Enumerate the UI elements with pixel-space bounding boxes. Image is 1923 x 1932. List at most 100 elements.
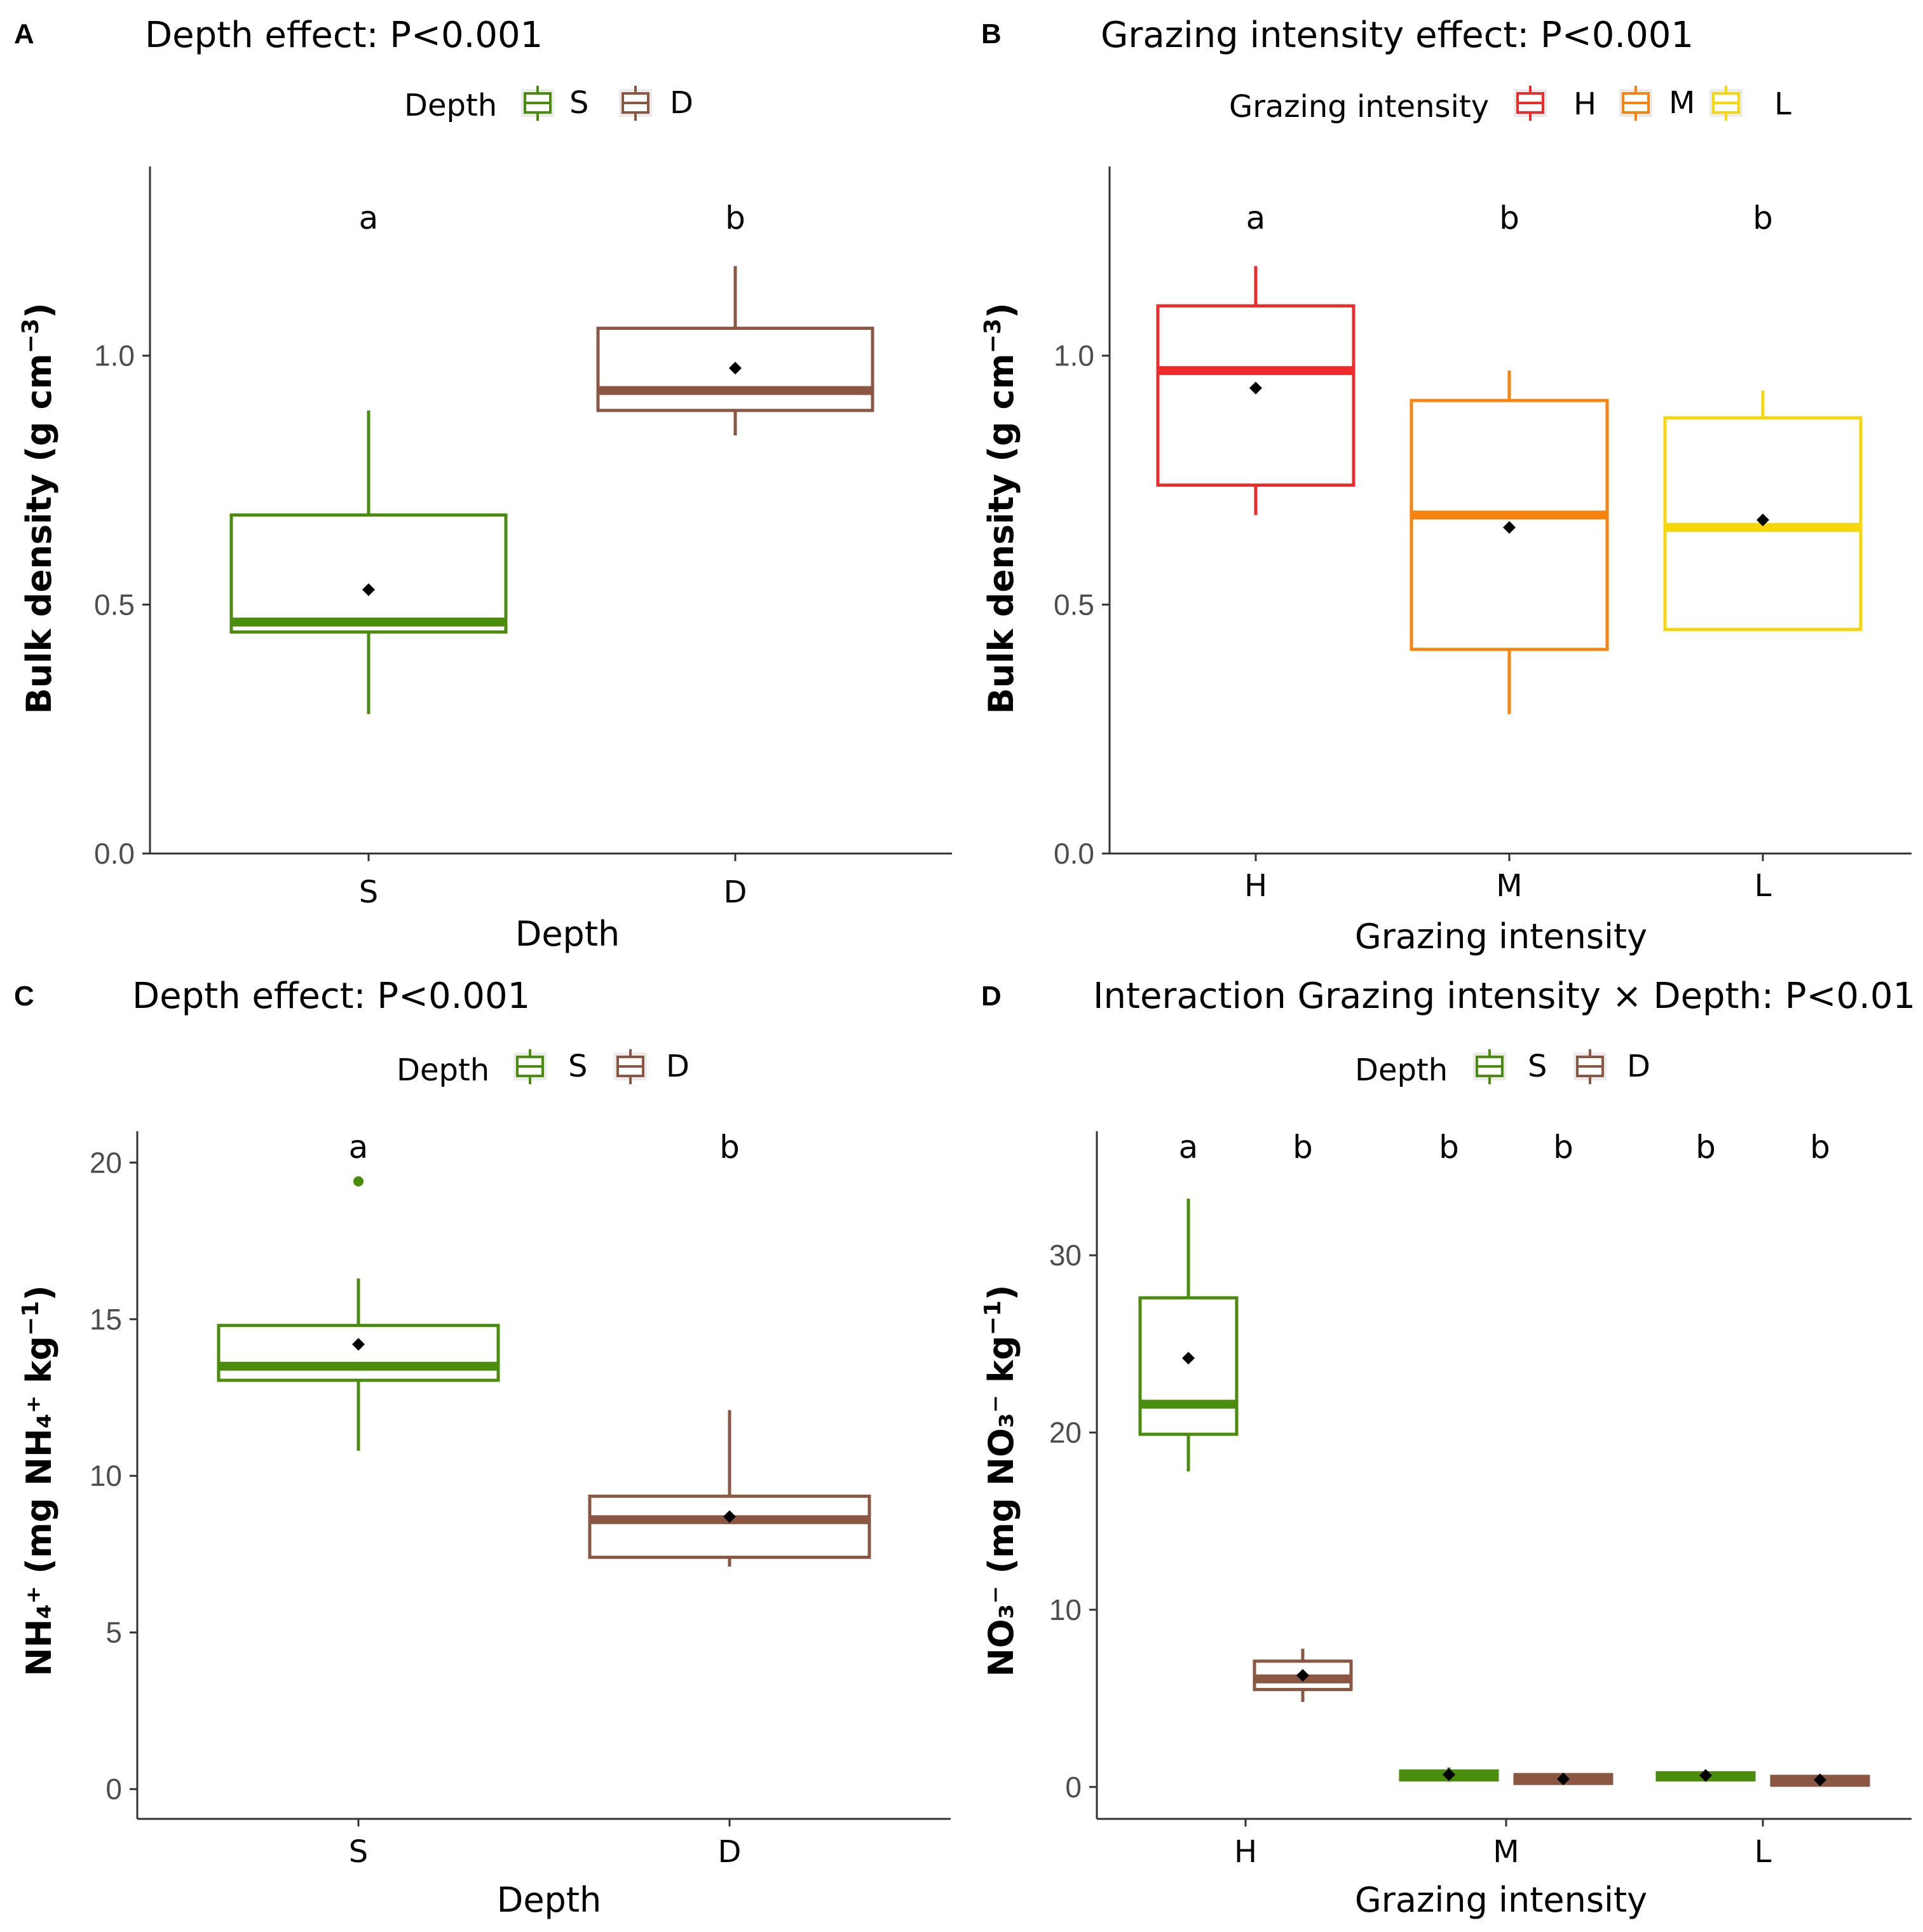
significance-letter: b <box>1499 200 1519 236</box>
significance-letter: b <box>1553 1129 1573 1166</box>
panel-d: D Interaction Grazing intensity × Depth:… <box>980 976 1915 1920</box>
significance-letter: a <box>1179 1129 1199 1166</box>
mean-marker <box>729 362 742 375</box>
mean-marker <box>1503 520 1516 534</box>
panel-c-y-tick-label: 15 <box>90 1303 122 1336</box>
panel-d-x-tick-label: H <box>1234 1834 1257 1870</box>
iqr-box <box>1138 1296 1239 1436</box>
mean-marker <box>1699 1769 1712 1782</box>
panel-d-legend: Depth S D <box>1355 1049 1650 1088</box>
panel-a-legend-title: Depth <box>404 88 497 123</box>
panel-a-box-s: a <box>229 200 508 714</box>
panel-d-box-l-s: b <box>1655 1129 1756 1782</box>
panel-b-legend: Grazing intensity H M L <box>1229 85 1791 125</box>
panel-c-box-d: b <box>588 1129 871 1567</box>
panel-letter-b: B <box>981 18 1002 50</box>
panel-a-x-axis-title: Depth <box>515 914 620 954</box>
significance-letter: b <box>719 1129 740 1166</box>
panel-c-y-axis-title: NH₄⁺ (mg NH₄⁺ kg−1) <box>18 1285 59 1677</box>
significance-letter: a <box>359 200 379 236</box>
panel-b-x-tick-label: H <box>1244 868 1267 904</box>
panel-c-legend: Depth S D <box>397 1049 690 1088</box>
iqr-box <box>229 513 508 634</box>
panel-b-legend-key-m <box>1619 86 1652 121</box>
panel-d-box-h-d: b <box>1253 1129 1353 1702</box>
panel-c-legend-key-s <box>513 1049 547 1084</box>
panel-a-legend-label-s: S <box>569 85 588 121</box>
panel-b-title: Grazing intensity effect: P<0.001 <box>1101 15 1694 56</box>
iqr-box <box>588 1494 871 1559</box>
significance-letter: b <box>1293 1129 1313 1166</box>
panel-a-title: Depth effect: P<0.001 <box>145 15 543 56</box>
panel-d-x-tick-label: M <box>1493 1834 1519 1870</box>
panel-b-y-tick-label: 1.0 <box>1054 339 1094 372</box>
mean-marker <box>1443 1768 1455 1781</box>
panel-c-x-tick-label: D <box>718 1834 742 1870</box>
panel-a-x-tick-label: D <box>724 874 747 910</box>
significance-letter: b <box>1695 1129 1716 1166</box>
iqr-box <box>1156 304 1356 487</box>
panel-c-y-tick-label: 10 <box>90 1459 122 1492</box>
panel-a-box-d: b <box>596 200 874 435</box>
significance-letter: a <box>349 1129 369 1166</box>
panel-d-y-tick-label: 20 <box>1049 1416 1082 1449</box>
panel-c-legend-label-d: D <box>666 1049 690 1084</box>
panel-d-box-m-s: b <box>1399 1129 1499 1782</box>
panel-c-box-s: a <box>217 1129 500 1451</box>
panel-b-legend-title: Grazing intensity <box>1229 89 1489 125</box>
panel-a: A Depth effect: P<0.001 Depth S D 0.0 0.5… <box>14 15 952 954</box>
panel-a-plot: 0.0 0.5 1.0 S D Bulk density (g cm−3) a b <box>18 167 952 910</box>
panel-b-y-tick-label: 0.0 <box>1054 837 1094 870</box>
panel-c-y-tick-label: 5 <box>105 1616 122 1649</box>
panel-a-legend: Depth S D <box>404 85 693 123</box>
mean-marker <box>1182 1351 1195 1364</box>
panel-b-x-axis-title: Grazing intensity <box>1355 916 1647 956</box>
panel-d-legend-title: Depth <box>1355 1052 1448 1088</box>
panel-b-box-l: b <box>1663 200 1863 631</box>
panel-a-y-axis-title: Bulk density (g cm−3) <box>18 303 59 714</box>
mean-marker <box>1249 381 1262 395</box>
panel-a-legend-key-s <box>521 86 554 121</box>
panel-a-y-tick-label: 1.0 <box>94 339 135 372</box>
panel-b-legend-label-h: H <box>1573 86 1596 122</box>
panel-a-x-tick-label: S <box>359 874 378 910</box>
panel-letter-d: D <box>981 981 1002 1012</box>
panel-b-x-tick-label: M <box>1496 868 1522 904</box>
mean-marker <box>352 1338 365 1351</box>
panel-b-legend-key-l <box>1709 86 1743 121</box>
panel-c-legend-title: Depth <box>397 1052 489 1088</box>
panel-b-y-tick-label: 0.5 <box>1054 588 1094 621</box>
panel-d-x-tick-label: L <box>1755 1834 1772 1870</box>
panel-a-y-tick-label: 0.5 <box>94 588 135 621</box>
panel-d-box-m-d: b <box>1513 1129 1614 1786</box>
panel-b-legend-label-l: L <box>1774 86 1791 122</box>
panel-c: C Depth effect: P<0.001 Depth S D 0 5 10 15… <box>14 976 951 1920</box>
panel-a-y-tick-label: 0.0 <box>94 837 135 870</box>
panel-c-legend-key-d <box>614 1049 647 1084</box>
significance-letter: b <box>1753 200 1773 236</box>
panel-d-legend-label-s: S <box>1528 1049 1547 1084</box>
panel-c-y-tick-label: 20 <box>90 1146 122 1179</box>
panel-c-x-tick-label: S <box>349 1834 368 1870</box>
panel-letter-a: A <box>14 18 34 50</box>
panel-d-box-h-s: a <box>1138 1129 1239 1472</box>
panel-c-title: Depth effect: P<0.001 <box>132 976 530 1017</box>
panel-d-box-l-d: b <box>1770 1129 1870 1787</box>
panel-a-legend-label-d: D <box>670 85 693 121</box>
panel-a-legend-key-d <box>619 86 652 121</box>
panel-d-y-axis-title: NO₃⁻ (mg NO₃⁻ kg−1) <box>980 1285 1021 1677</box>
panel-letter-c: C <box>14 981 34 1012</box>
panel-b-box-m: b <box>1410 200 1609 714</box>
mean-marker <box>1557 1772 1570 1786</box>
panel-d-title: Interaction Grazing intensity × Depth: P… <box>1093 976 1915 1017</box>
panel-c-plot: 0 5 10 15 20 S D NH₄⁺ (mg NH₄⁺ kg−1) a b <box>18 1129 951 1870</box>
panel-d-y-tick-label: 0 <box>1065 1771 1082 1804</box>
mean-marker <box>723 1510 736 1523</box>
significance-letter: a <box>1246 200 1266 236</box>
panel-c-y-tick-label: 0 <box>105 1772 122 1806</box>
panel-d-x-axis-title: Grazing intensity <box>1355 1880 1647 1920</box>
mean-marker <box>1814 1773 1826 1786</box>
panel-b-box-h: a <box>1156 200 1356 515</box>
mean-marker <box>1757 514 1769 527</box>
